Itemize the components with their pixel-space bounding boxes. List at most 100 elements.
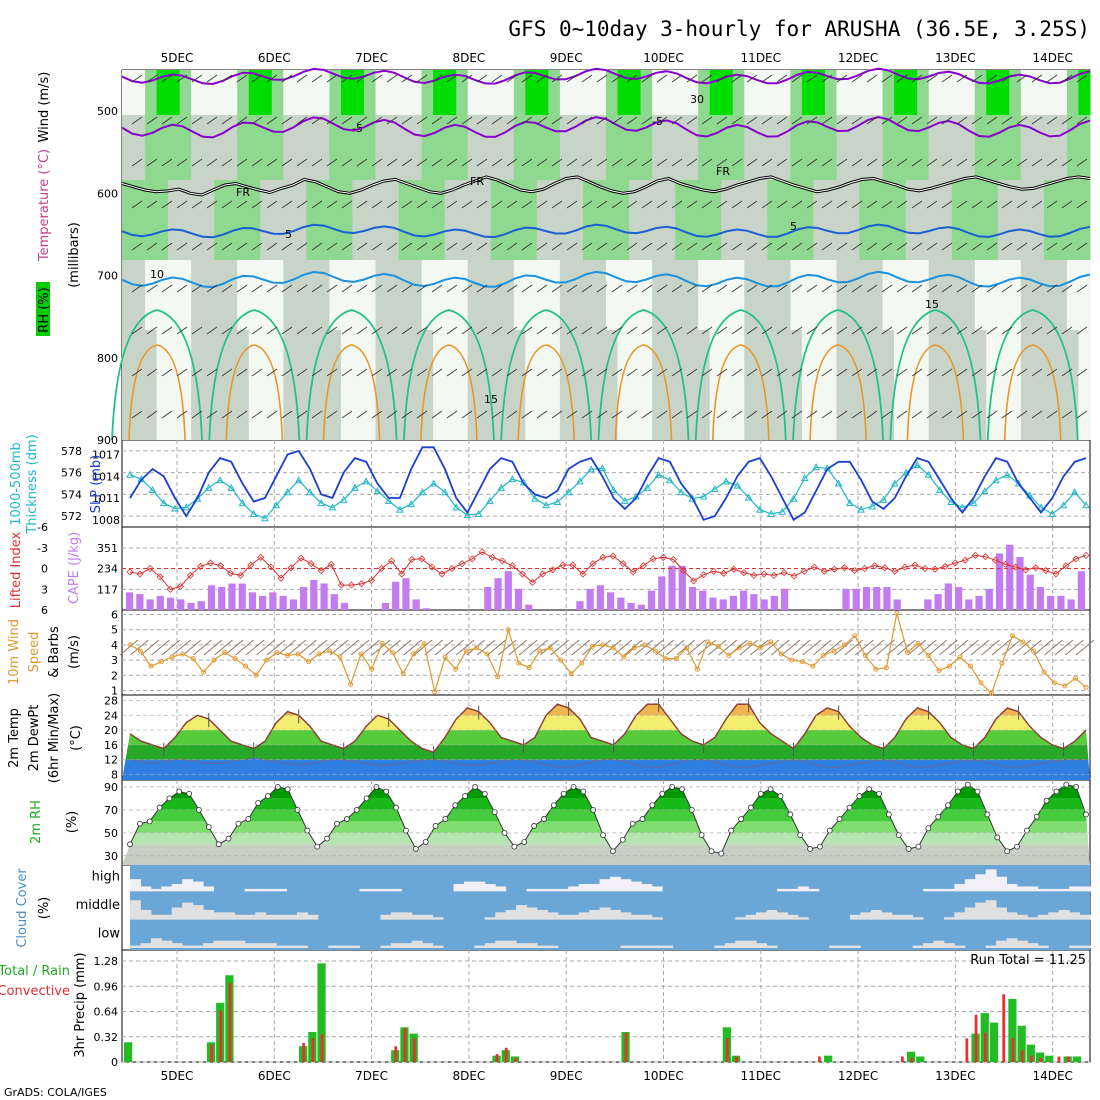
convective-bar <box>394 1046 398 1062</box>
wind-barb <box>626 242 638 251</box>
wind-barb <box>581 326 593 335</box>
wind-barb <box>771 639 790 656</box>
cloud-gap-middle <box>996 907 1008 920</box>
cloud-gap-high <box>370 888 381 892</box>
wind-barb <box>821 284 833 293</box>
thickness-marker <box>868 502 877 510</box>
rh-cell <box>652 260 665 330</box>
rh-cell <box>755 260 768 330</box>
lifted-marker <box>619 560 627 568</box>
ylabel-2mdewpt: 2m DewPt <box>27 705 42 772</box>
rh-cell <box>617 330 630 440</box>
wind-barb <box>131 368 143 377</box>
wind-barb <box>1046 368 1058 377</box>
rh-cell <box>283 180 296 260</box>
rh-marker <box>146 818 153 825</box>
wind-barb <box>1023 639 1042 656</box>
rh-cell <box>940 115 953 180</box>
rh-cell <box>755 70 768 115</box>
convective-bar <box>725 1038 729 1062</box>
rh-cell <box>1078 70 1091 115</box>
wind-barb <box>671 326 683 335</box>
rh-cell <box>225 260 238 330</box>
cape-bar <box>412 599 420 610</box>
rh-cell <box>698 260 711 330</box>
thickness-marker <box>328 503 337 511</box>
rh-marker <box>629 820 636 827</box>
rh-cell <box>225 115 238 180</box>
wind-barb <box>866 242 878 251</box>
lifted-marker <box>277 574 285 582</box>
wind-barb <box>146 326 158 335</box>
wind-barb <box>792 639 811 656</box>
rh-marker <box>521 839 528 845</box>
contour-label: 5 <box>285 228 292 241</box>
wind-barb <box>836 242 848 251</box>
wind-barb <box>236 242 248 251</box>
rh-cell <box>721 70 734 115</box>
wind-speed-marker <box>799 659 805 665</box>
rh-cell <box>663 115 676 180</box>
wind-barb <box>1061 326 1073 335</box>
rh-cell <box>663 180 676 260</box>
rh-marker <box>856 793 863 799</box>
wind-barb <box>1046 284 1058 293</box>
wind-speed-marker <box>883 665 889 671</box>
wind-barb <box>971 368 983 377</box>
rh-cell <box>1055 115 1068 180</box>
wind-barb <box>176 116 188 125</box>
rh-cell <box>456 260 469 330</box>
thickness-marker <box>755 505 764 513</box>
wind-barb <box>560 639 580 656</box>
thickness-marker <box>193 494 202 502</box>
wind-barb <box>536 242 548 251</box>
rh-cell <box>214 180 227 260</box>
thickness-marker <box>609 485 618 494</box>
wind-barb <box>641 410 653 419</box>
rh-cell <box>1032 180 1045 260</box>
rh-marker <box>462 793 468 799</box>
rh-cell <box>848 180 861 260</box>
cloud-gap-high <box>1058 888 1070 892</box>
cloud-gap-middle <box>484 917 496 920</box>
lifted-marker <box>1022 566 1030 574</box>
cloud-gap-low <box>161 940 173 948</box>
wind-barb <box>596 410 608 419</box>
cloud-gap-low <box>1079 945 1091 948</box>
wind-barb <box>686 284 698 293</box>
lifted-marker <box>710 567 718 575</box>
wind-barb <box>206 74 218 83</box>
rh-cell <box>813 260 826 330</box>
rh-cell <box>122 260 135 330</box>
wind-barb <box>266 116 278 125</box>
cloud-gap-high <box>557 888 569 892</box>
wind-speed-marker <box>358 651 364 657</box>
rh-marker <box>284 786 291 793</box>
lifted-marker <box>498 557 506 565</box>
rh-cell <box>156 180 169 260</box>
cape-bar <box>197 601 205 610</box>
wind-barb <box>326 158 338 167</box>
y-tick-label: 600 <box>97 187 118 200</box>
rh-cell <box>352 70 365 115</box>
lifted-marker <box>689 577 698 585</box>
rh-cell <box>133 260 146 330</box>
cloud-gap-middle <box>975 902 987 920</box>
rh-cell <box>882 180 895 260</box>
cloud-gap-low <box>432 945 444 948</box>
lifted-marker <box>810 563 818 571</box>
wind-barb <box>708 639 727 656</box>
wind-barb <box>296 200 308 209</box>
wind-barb <box>446 242 458 251</box>
wind-speed-marker <box>831 648 837 654</box>
wind-barb <box>686 158 698 167</box>
thickness-marker <box>924 470 933 478</box>
wind-barb <box>1001 116 1013 125</box>
precip-bar <box>1035 1052 1045 1062</box>
slp-tick: 1017 <box>92 449 120 462</box>
wind-speed-marker <box>411 651 417 657</box>
wind-barb <box>206 284 218 293</box>
slp-tick: 1014 <box>92 470 120 483</box>
cape-bar <box>862 587 871 610</box>
